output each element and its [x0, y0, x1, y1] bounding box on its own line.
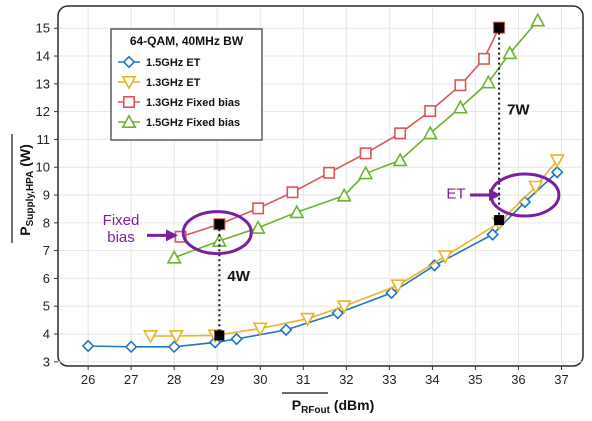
highlight-marker — [494, 215, 505, 226]
data-point-series-3 — [252, 202, 265, 215]
y-tick-label: 6 — [43, 271, 50, 286]
x-tick-label: 31 — [296, 372, 310, 387]
y-tick-label: 4 — [43, 327, 50, 342]
y-tick-label: 3 — [43, 354, 50, 369]
legend-label-2: 1.3GHz ET — [146, 77, 201, 89]
y-tick-label: 12 — [36, 104, 50, 119]
et-arrow-head — [489, 189, 501, 202]
legend-title: 64-QAM, 40MHz BW — [130, 34, 244, 48]
legend-marker-4 — [121, 114, 137, 128]
data-point-series-4 — [250, 219, 266, 234]
et-label: ET — [446, 186, 465, 203]
data-point-series-3 — [478, 52, 491, 65]
difference-label-high: 7W — [507, 101, 530, 118]
data-point-series-4 — [502, 45, 518, 60]
data-point-series-4 — [392, 152, 408, 167]
fixed-bias-ellipse — [181, 210, 253, 256]
data-point-series-3 — [424, 105, 437, 118]
y-tick-label: 9 — [43, 188, 50, 203]
data-point-series-2 — [168, 329, 184, 344]
legend-marker-3 — [123, 96, 136, 109]
data-point-series-1 — [167, 340, 181, 354]
data-point-series-2 — [142, 329, 159, 344]
data-point-series-2 — [300, 312, 316, 327]
x-tick-label: 27 — [124, 372, 138, 387]
y-tick-label: 5 — [43, 299, 50, 314]
data-point-series-4 — [422, 125, 438, 140]
y-tick-label: 13 — [36, 76, 50, 91]
data-point-series-1 — [279, 323, 293, 337]
series-line-1 — [88, 171, 558, 348]
x-tick-label: 33 — [382, 372, 396, 387]
y-tick-label: 14 — [36, 49, 50, 64]
data-point-series-2 — [336, 300, 352, 315]
data-point-series-3 — [454, 79, 467, 92]
data-point-series-4 — [166, 249, 182, 264]
data-point-series-1 — [331, 306, 345, 320]
legend-marker-1 — [122, 55, 136, 69]
x-tick-label: 36 — [511, 372, 525, 387]
data-point-series-4 — [336, 187, 352, 202]
data-point-series-4 — [530, 12, 546, 27]
data-point-series-3 — [286, 186, 299, 199]
x-tick-label: 37 — [554, 372, 568, 387]
data-point-series-1 — [385, 286, 398, 300]
y-tick-label: 15 — [36, 21, 50, 36]
fixed-bias-label-line1: Fixed — [103, 212, 140, 229]
data-point-series-2 — [437, 250, 453, 265]
difference-label-low: 4W — [227, 268, 250, 285]
x-tick-label: 30 — [253, 372, 267, 387]
data-point-series-2 — [390, 279, 406, 294]
x-tick-label: 26 — [81, 372, 95, 387]
highlight-marker — [214, 330, 225, 341]
data-point-series-2 — [549, 154, 565, 169]
data-point-series-1 — [486, 228, 499, 241]
x-tick-label: 35 — [468, 372, 482, 387]
highlight-marker — [214, 219, 225, 230]
x-tick-label: 32 — [339, 372, 353, 387]
data-point-series-1 — [428, 259, 441, 272]
x-tick-label: 28 — [167, 372, 181, 387]
legend-label-4: 1.5GHz Fixed bias — [146, 117, 240, 129]
data-point-series-4 — [480, 74, 496, 89]
data-point-series-4 — [358, 165, 374, 180]
y-axis-title: PSupply,HPA (W) — [17, 144, 36, 236]
data-point-series-3 — [394, 127, 407, 140]
data-point-series-2 — [528, 180, 544, 195]
data-point-series-1 — [230, 332, 243, 346]
data-point-series-1 — [550, 165, 564, 179]
data-point-series-3 — [359, 147, 372, 160]
data-point-series-2 — [252, 322, 268, 337]
x-tick-label: 34 — [425, 372, 439, 387]
data-point-series-4 — [452, 99, 468, 114]
fixed-bias-arrow-head — [166, 229, 178, 242]
legend-marker-2 — [121, 76, 137, 90]
fixed-bias-label-line2: bias — [107, 229, 135, 246]
legend-label-1: 1.5GHz ET — [146, 57, 201, 69]
x-axis-title: PRFout (dBm) — [292, 397, 375, 416]
y-tick-label: 8 — [43, 215, 50, 230]
y-tick-label: 7 — [43, 243, 50, 258]
y-tick-label: 11 — [37, 132, 51, 147]
y-tick-label: 10 — [36, 160, 50, 175]
x-tick-label: 29 — [210, 372, 224, 387]
data-point-series-4 — [289, 204, 305, 219]
highlight-marker — [494, 22, 505, 33]
legend-label-3: 1.3GHz Fixed bias — [146, 97, 240, 109]
data-point-series-1 — [124, 340, 138, 354]
data-point-series-3 — [323, 166, 336, 179]
data-point-series-3 — [174, 230, 187, 243]
data-point-series-1 — [81, 339, 95, 353]
